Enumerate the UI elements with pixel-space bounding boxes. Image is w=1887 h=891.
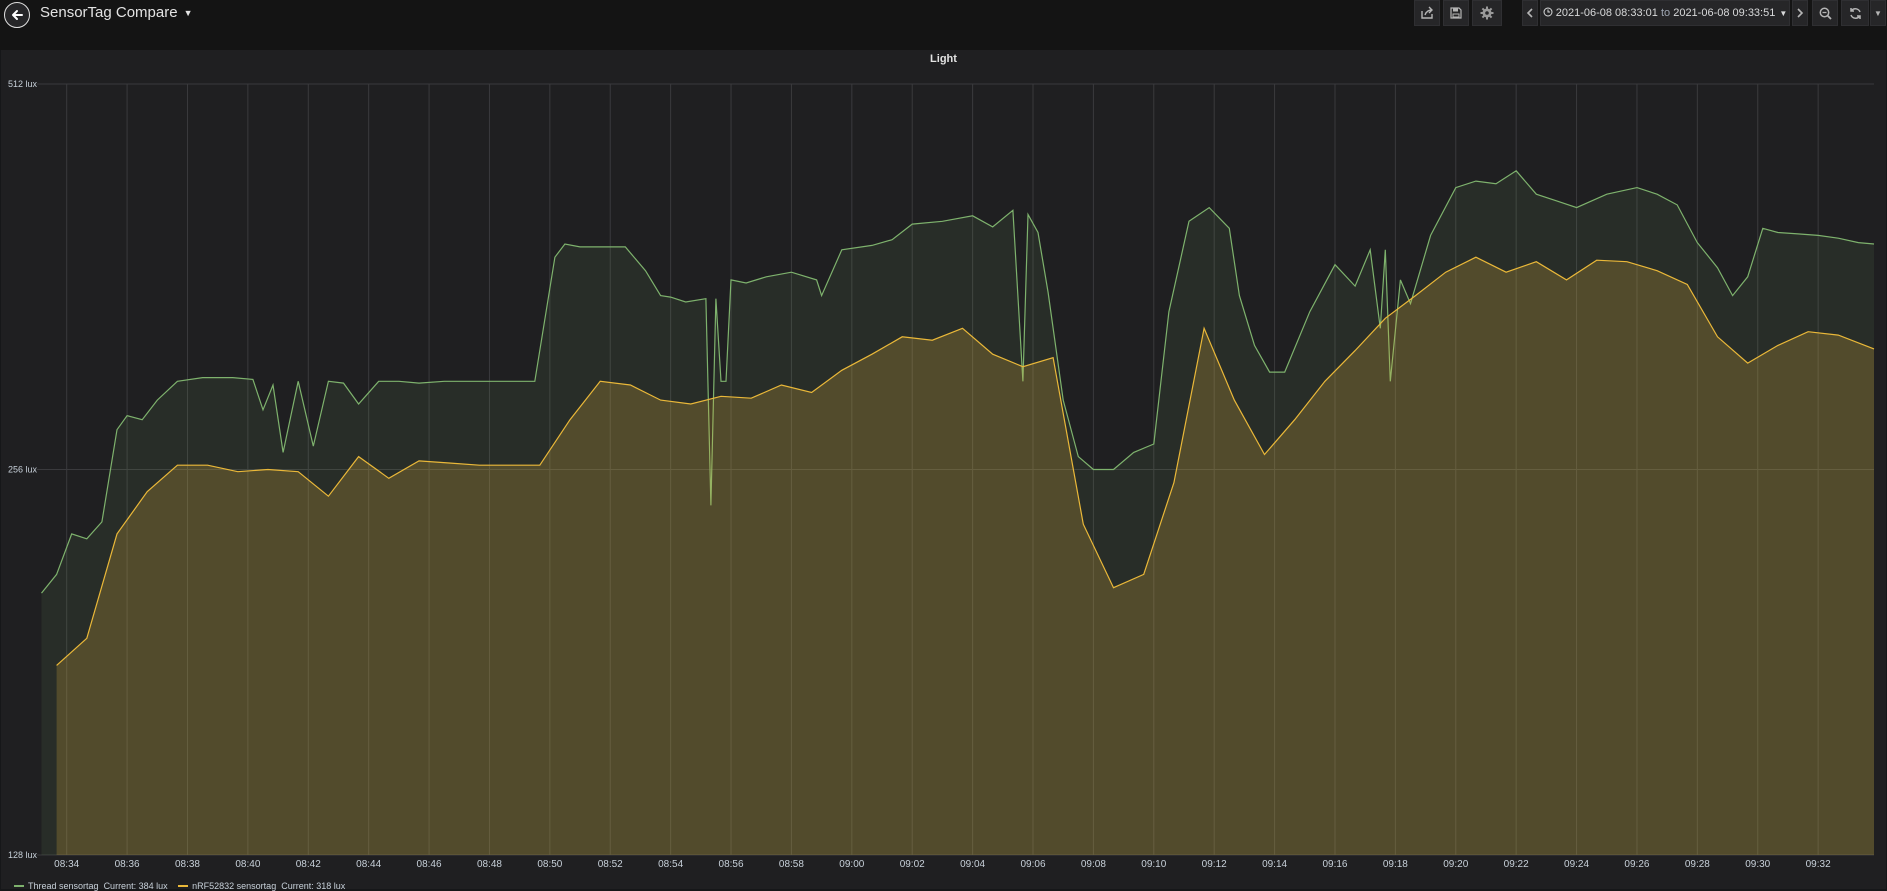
- x-tick-label: 09:22: [1504, 859, 1529, 870]
- x-tick-label: 08:58: [779, 859, 804, 870]
- back-button[interactable]: [4, 2, 30, 28]
- caret-down-icon: ▼: [1874, 8, 1882, 18]
- x-tick-label: 09:04: [960, 859, 985, 870]
- legend-current-value: 384 lux: [138, 881, 168, 891]
- legend-current-label: Current:: [103, 881, 137, 891]
- x-tick-label: 08:54: [658, 859, 683, 870]
- x-tick-label: 09:20: [1443, 859, 1468, 870]
- zoom-out-icon: [1819, 7, 1832, 20]
- x-tick-label: 09:12: [1202, 859, 1227, 870]
- x-tick-label: 09:00: [839, 859, 864, 870]
- dashboard-title-dropdown[interactable]: SensorTag Compare ▼: [40, 4, 193, 21]
- clock-icon: [1543, 7, 1553, 20]
- legend-series-name: Thread sensortag: [28, 881, 99, 891]
- x-tick-label: 09:08: [1081, 859, 1106, 870]
- share-button[interactable]: [1414, 0, 1440, 26]
- settings-button[interactable]: [1472, 0, 1502, 26]
- caret-down-icon: ▼: [1779, 8, 1788, 18]
- time-range-picker[interactable]: 2021-06-08 08:33:01 to 2021-06-08 09:33:…: [1540, 0, 1790, 26]
- x-tick-label: 09:10: [1141, 859, 1166, 870]
- x-tick-label: 08:38: [175, 859, 200, 870]
- legend-item-nrf[interactable]: nRF52832 sensortag Current: 318 lux: [178, 881, 345, 891]
- save-button[interactable]: [1443, 0, 1469, 26]
- top-navbar: SensorTag Compare ▼ 2021-06-08 08:33:01 t…: [0, 0, 1887, 50]
- y-tick-label: 256 lux: [8, 465, 38, 475]
- share-icon: [1421, 6, 1433, 19]
- refresh-button[interactable]: [1841, 0, 1869, 26]
- x-tick-label: 09:26: [1624, 859, 1649, 870]
- caret-down-icon: ▼: [183, 8, 193, 19]
- x-tick-label: 09:28: [1685, 859, 1710, 870]
- refresh-interval-dropdown[interactable]: ▼: [1870, 0, 1886, 26]
- save-icon: [1450, 7, 1462, 19]
- panel-title[interactable]: Light: [930, 53, 957, 65]
- series-area-1: [56, 257, 1875, 855]
- x-tick-label: 09:02: [900, 859, 925, 870]
- time-range-from: 2021-06-08 08:33:01: [1555, 7, 1658, 19]
- dashboard-title: SensorTag Compare: [40, 4, 178, 21]
- x-tick-label: 08:52: [598, 859, 623, 870]
- x-tick-label: 09:24: [1564, 859, 1589, 870]
- gear-icon: [1480, 6, 1494, 20]
- x-tick-label: 09:30: [1745, 859, 1770, 870]
- y-tick-label: 128 lux: [8, 850, 38, 860]
- time-range-to: 2021-06-08 09:33:51: [1673, 7, 1776, 19]
- legend-current-value: 318 lux: [316, 881, 346, 891]
- legend-swatch: [14, 885, 24, 887]
- legend-item-thread[interactable]: Thread sensortag Current: 384 lux: [14, 881, 168, 891]
- x-tick-label: 09:16: [1322, 859, 1347, 870]
- x-tick-label: 08:46: [417, 859, 442, 870]
- x-tick-label: 09:14: [1262, 859, 1287, 870]
- zoom-out-button[interactable]: [1812, 0, 1838, 26]
- y-tick-label: 512 lux: [8, 79, 38, 89]
- x-tick-label: 09:18: [1383, 859, 1408, 870]
- time-shift-back-button[interactable]: [1522, 0, 1538, 26]
- x-tick-label: 08:48: [477, 859, 502, 870]
- chevron-right-icon: [1797, 8, 1804, 18]
- x-tick-label: 08:50: [537, 859, 562, 870]
- x-tick-label: 09:06: [1020, 859, 1045, 870]
- x-tick-label: 08:44: [356, 859, 381, 870]
- series-line-1: [56, 256, 1875, 666]
- x-tick-label: 08:36: [115, 859, 140, 870]
- x-tick-label: 08:40: [235, 859, 260, 870]
- x-tick-label: 08:56: [719, 859, 744, 870]
- arrow-left-icon: [12, 10, 23, 20]
- legend-swatch: [178, 885, 189, 887]
- legend-current-label: Current:: [281, 881, 314, 891]
- series-area-0: [41, 170, 1874, 856]
- refresh-icon: [1849, 7, 1861, 19]
- series-line-0: [41, 170, 1875, 594]
- x-tick-label: 08:34: [54, 859, 79, 870]
- legend-series-name: nRF52832 sensortag: [192, 881, 277, 891]
- time-range-to-word: to: [1660, 7, 1671, 19]
- time-shift-forward-button[interactable]: [1792, 0, 1808, 26]
- legend: Thread sensortag Current: 384 lux nRF528…: [14, 879, 353, 891]
- x-tick-label: 08:42: [296, 859, 321, 870]
- x-tick-label: 09:32: [1806, 859, 1831, 870]
- chevron-left-icon: [1526, 8, 1533, 18]
